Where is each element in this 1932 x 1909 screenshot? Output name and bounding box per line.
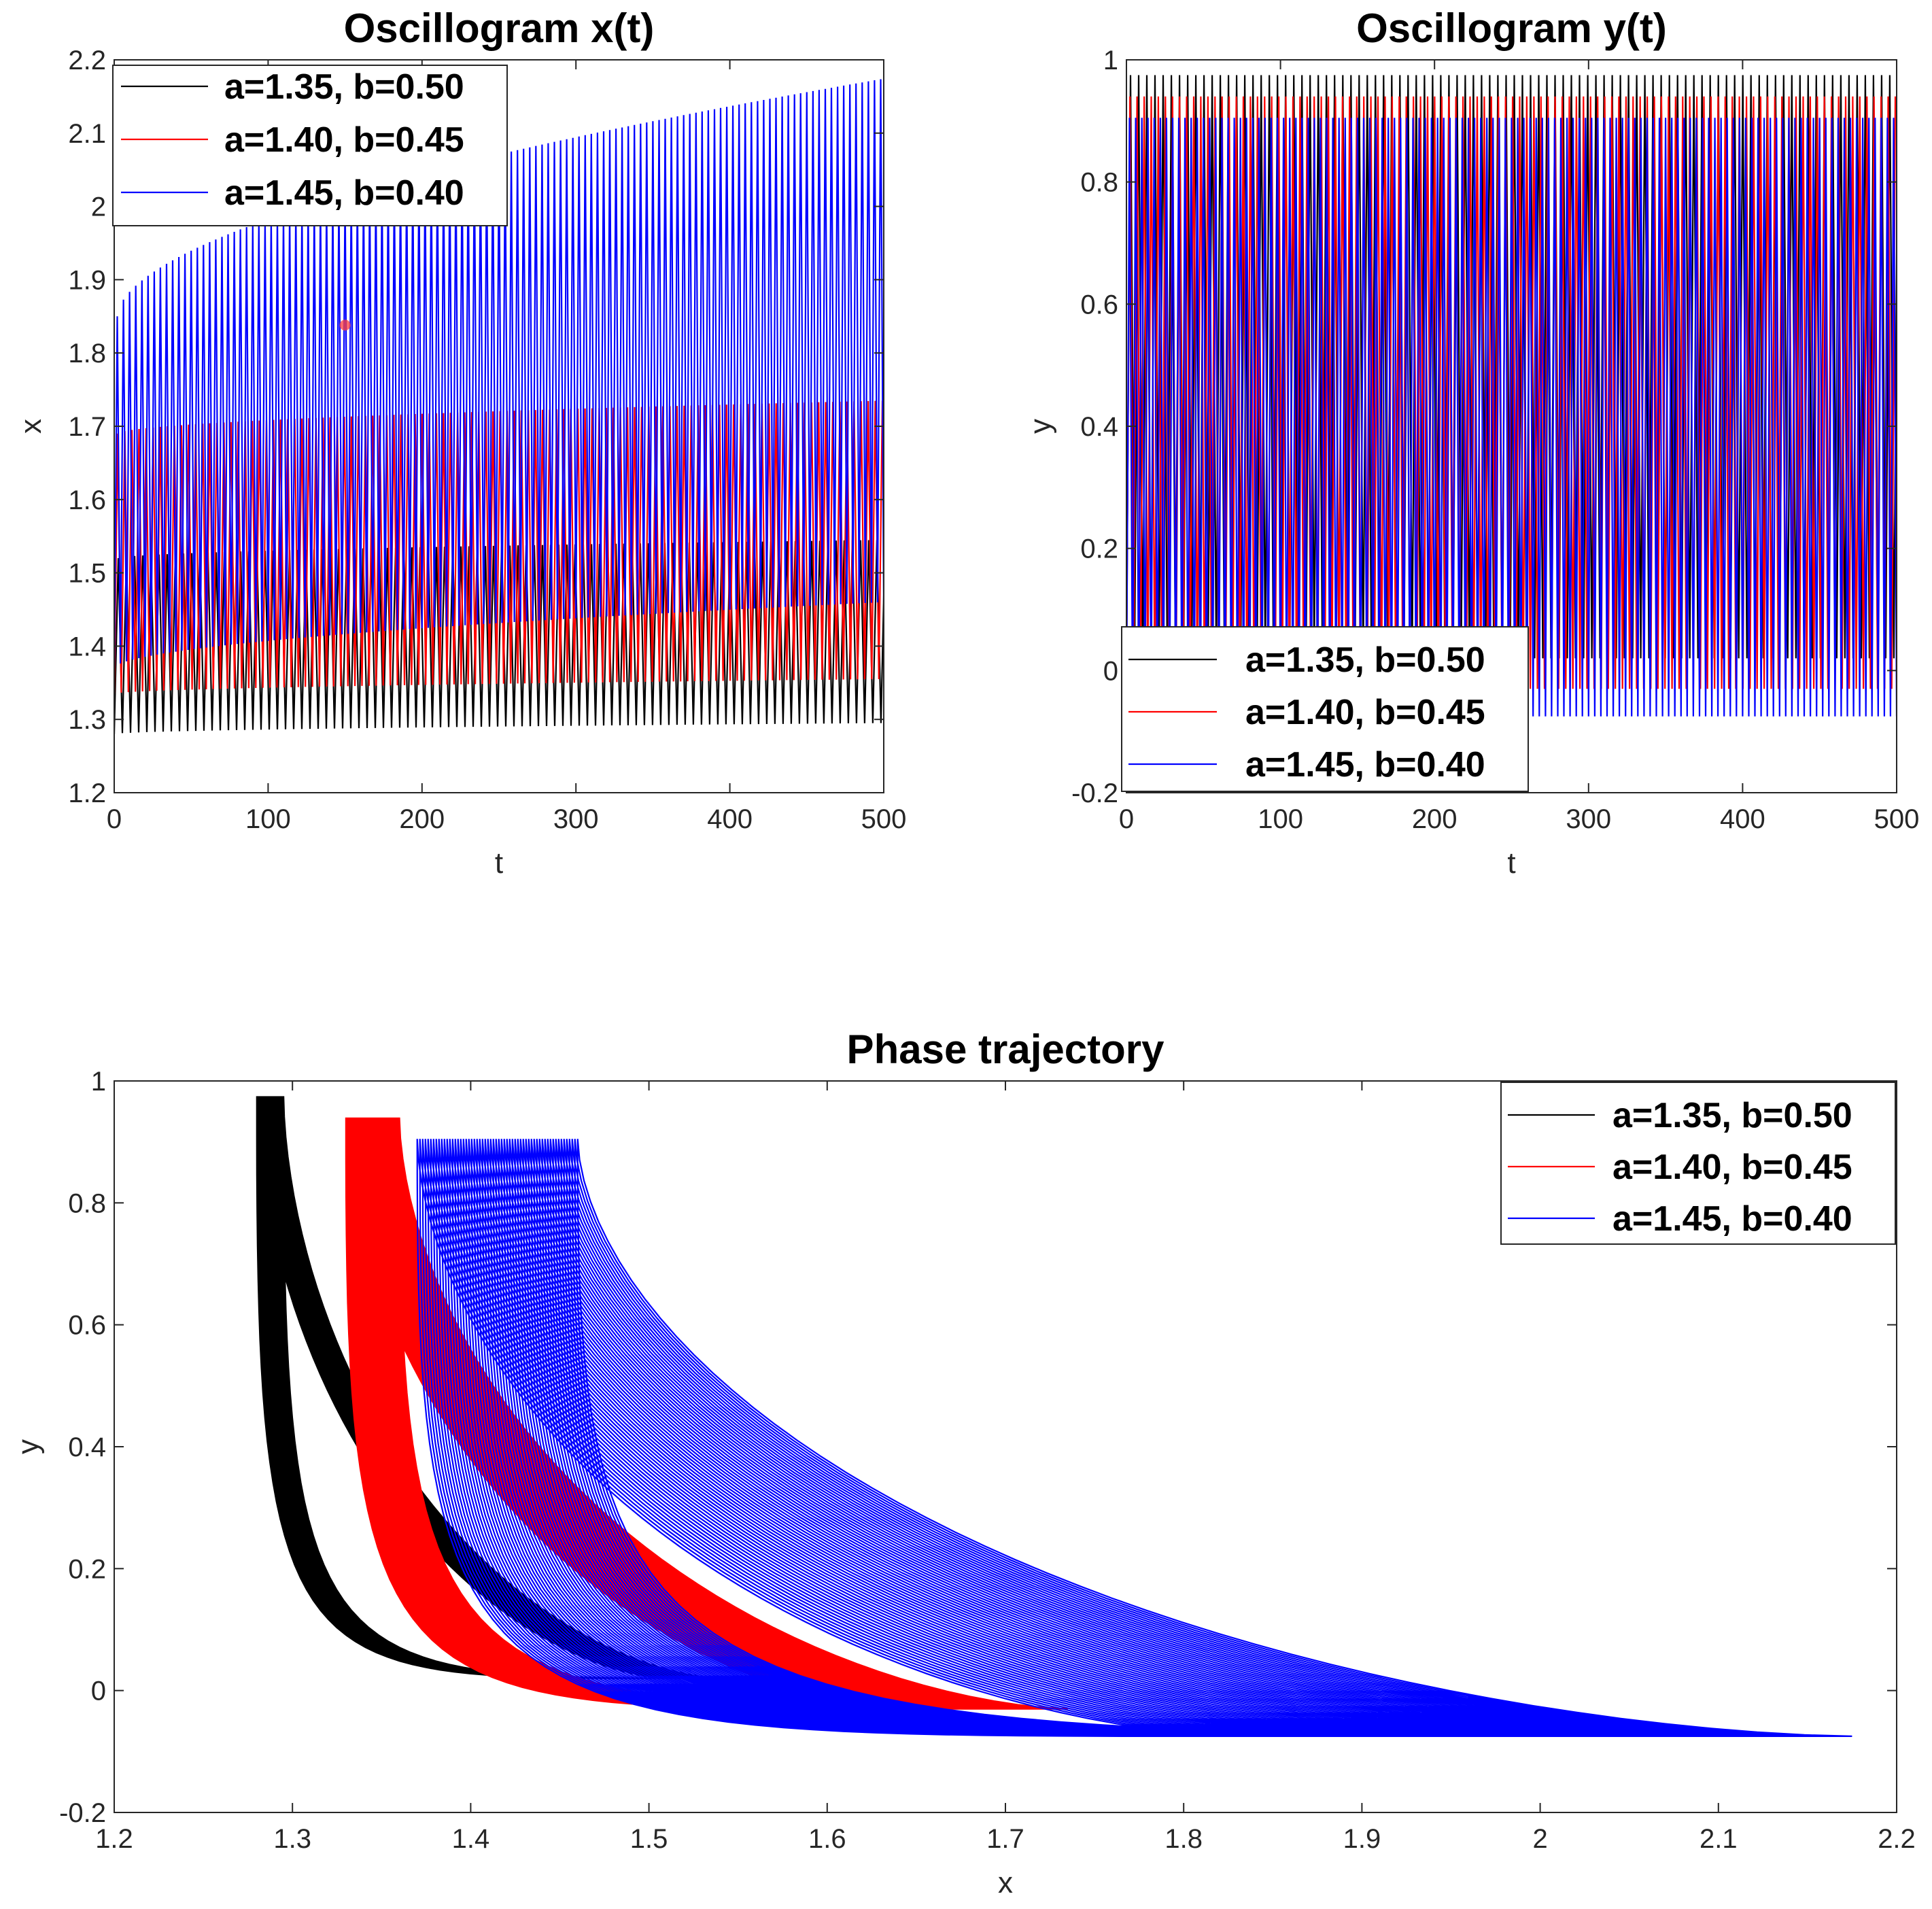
x-tick-label: 100 <box>245 804 291 834</box>
legend-entry-2: a=1.40, b=0.45 <box>1612 1148 1852 1187</box>
y-tick-label: 1 <box>1103 46 1118 75</box>
x-axis-label: t <box>1507 846 1515 880</box>
legend-entry-2: a=1.40, b=0.45 <box>1245 693 1485 732</box>
y-tick-label: 0.2 <box>68 1554 106 1584</box>
y-tick-label: 0 <box>1103 656 1118 686</box>
y-axis-label: y <box>1024 419 1057 434</box>
legend-box <box>1500 1082 1896 1245</box>
chart-title: Phase trajectory <box>847 1027 1165 1072</box>
legend-entry-3: a=1.45, b=0.40 <box>224 173 464 213</box>
y-axis-label: y <box>12 1439 45 1454</box>
legend-entry-1: a=1.35, b=0.50 <box>1612 1096 1852 1135</box>
y-tick-label: 1.3 <box>68 705 106 735</box>
y-tick-label: 0.6 <box>1080 290 1118 320</box>
y-tick-label: -0.2 <box>59 1798 106 1828</box>
phase-series-3 <box>416 1139 1852 1737</box>
x-tick-label: 1.8 <box>1165 1824 1203 1854</box>
y-tick-label: 1.5 <box>68 559 106 589</box>
x-osc-series-2 <box>114 400 884 694</box>
legend-entry-3: a=1.45, b=0.40 <box>1612 1199 1852 1239</box>
y-tick-label: 0.8 <box>1080 168 1118 198</box>
y-tick-label: 0.4 <box>1080 412 1118 442</box>
legend: a=1.35, b=0.50 a=1.40, b=0.45 a=1.45, b=0.… <box>112 65 508 226</box>
x-tick-label: 1.2 <box>95 1824 133 1854</box>
y-osc-series-3 <box>1126 118 1897 717</box>
x-osc-series-3 <box>114 79 884 668</box>
x-tick-label: 2.2 <box>1878 1824 1916 1854</box>
y-tick-label: 1.7 <box>68 412 106 442</box>
y-tick-label: 2.1 <box>68 119 106 149</box>
x-tick-label: 500 <box>861 804 907 834</box>
x-tick-label: 300 <box>553 804 599 834</box>
x-tick-label: 1.5 <box>630 1824 668 1854</box>
y-tick-label: 0.6 <box>68 1311 106 1341</box>
legend-entry-2: a=1.40, b=0.45 <box>224 120 464 160</box>
y-tick-label: 1 <box>91 1067 106 1097</box>
y-tick-label: 2 <box>91 192 106 222</box>
x-axis-label: x <box>998 1866 1013 1899</box>
y-tick-label: 0.2 <box>1080 534 1118 564</box>
x-tick-label: 300 <box>1566 804 1611 834</box>
y-tick-label: 0.8 <box>68 1188 106 1218</box>
chart-title: Oscillogram x(t) <box>344 5 655 51</box>
y-tick-label: 1.4 <box>68 632 106 661</box>
x-tick-label: 1.4 <box>452 1824 490 1854</box>
x-tick-label: 200 <box>399 804 445 834</box>
x-tick-label: 400 <box>1720 804 1765 834</box>
x-tick-label: 0 <box>1119 804 1134 834</box>
x-tick-label: 200 <box>1412 804 1457 834</box>
y-tick-label: 0 <box>91 1676 106 1706</box>
legend-box <box>112 65 508 226</box>
legend-entry-1: a=1.35, b=0.50 <box>224 67 464 107</box>
legend-entry-3: a=1.45, b=0.40 <box>1245 745 1485 785</box>
marker-point <box>339 320 351 331</box>
x-tick-label: 2 <box>1532 1824 1547 1854</box>
x-tick-label: 500 <box>1874 804 1920 834</box>
y-tick-label: -0.2 <box>1071 778 1118 808</box>
legend: a=1.35, b=0.50 a=1.40, b=0.45 a=1.45, b=0.… <box>1500 1082 1896 1245</box>
x-axis-label: t <box>495 846 503 880</box>
x-tick-label: 2.1 <box>1700 1824 1738 1854</box>
x-tick-label: 100 <box>1258 804 1303 834</box>
chart-title: Oscillogram y(t) <box>1356 5 1667 51</box>
plot-series <box>114 79 884 734</box>
legend-entry-1: a=1.35, b=0.50 <box>1245 640 1485 680</box>
legend: a=1.35, b=0.50 a=1.40, b=0.45 a=1.45, b=0.… <box>1121 626 1529 792</box>
x-tick-label: 400 <box>707 804 753 834</box>
y-tick-label: 1.2 <box>68 778 106 808</box>
x-tick-label: 1.9 <box>1343 1824 1381 1854</box>
phase-chart: 1.2 1.3 1.4 1.5 1.6 1.7 1.8 1.9 2 2.1 2.2 -0.2 0 0.2 0… <box>12 1027 1916 1899</box>
x-tick-label: 1.7 <box>986 1824 1024 1854</box>
y-tick-label: 1.8 <box>68 339 106 368</box>
x-osc-chart: 0 100 200 300 400 500 1.2 1.3 1.4 1.5 1.6 1.7 1.8 1.9… <box>14 5 906 880</box>
x-tick-label: 0 <box>107 804 122 834</box>
y-osc-chart: 0 100 200 300 400 500-0.200.20.40.60.81Oscill… <box>1024 5 1919 880</box>
y-tick-label: 1.6 <box>68 485 106 515</box>
y-axis-label: x <box>14 419 48 434</box>
plot-series <box>256 1096 1852 1737</box>
y-tick-label: 2.2 <box>68 46 106 75</box>
y-tick-label: 0.4 <box>68 1432 106 1462</box>
y-tick-label: 1.9 <box>68 265 106 295</box>
x-tick-label: 1.3 <box>273 1824 311 1854</box>
x-tick-label: 1.6 <box>808 1824 846 1854</box>
plot-series <box>1126 75 1897 717</box>
